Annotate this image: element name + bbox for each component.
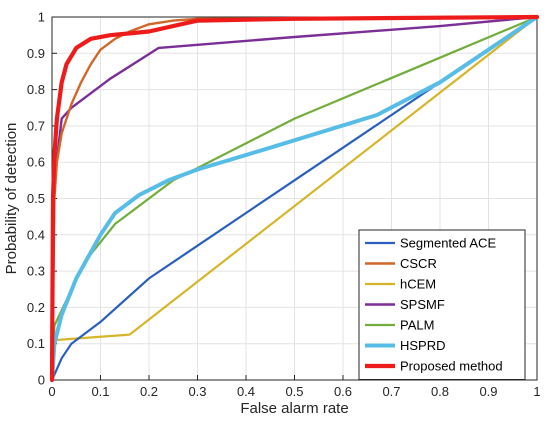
series-line-hsprd	[50, 15, 539, 382]
y-tick-label: 0.5	[27, 191, 45, 206]
x-tick-label: 0	[48, 384, 55, 399]
legend-entry: hCEM	[400, 277, 436, 292]
x-tick-label: 0.6	[334, 384, 352, 399]
y-tick-label: 0.7	[27, 118, 45, 133]
x-axis-label: False alarm rate	[240, 400, 348, 417]
x-tick-label: 1	[533, 384, 540, 399]
legend-entry: CSCR	[400, 256, 437, 271]
x-tick-label: 0.5	[285, 384, 303, 399]
series-line-proposed-method	[49, 14, 540, 383]
x-tick-label: 0.8	[431, 384, 449, 399]
legend-entry: SPSMF	[400, 297, 445, 312]
y-tick-label: 0.1	[27, 336, 45, 351]
x-tick-label: 0.9	[479, 384, 497, 399]
x-tick-label: 0.2	[140, 384, 158, 399]
series-line-palm	[50, 15, 539, 382]
legend-entry: HSPRD	[400, 338, 446, 353]
y-tick-label: 0.4	[27, 227, 45, 242]
y-tick-label: 0.3	[27, 264, 45, 279]
x-tick-label: 0.7	[382, 384, 400, 399]
y-tick-label: 0.6	[27, 155, 45, 170]
x-tick-label: 0.4	[237, 384, 255, 399]
y-tick-label: 0.8	[27, 82, 45, 97]
x-tick-label: 0.1	[91, 384, 109, 399]
y-tick-label: 0	[38, 373, 45, 388]
legend-entry: Proposed method	[400, 359, 503, 374]
y-axis-label: Probability of detection	[3, 123, 20, 275]
legend-entry: Segmented ACE	[400, 236, 496, 251]
series-line-cscr	[50, 15, 539, 382]
x-tick-label: 0.3	[188, 384, 206, 399]
y-tick-label: 0.9	[27, 46, 45, 61]
y-tick-label: 0.2	[27, 300, 45, 315]
y-tick-label: 1	[38, 10, 45, 25]
legend: Segmented ACE CSCR hCEM SPSMF PALM HSPRD Propo…	[358, 229, 526, 380]
x-axis-ticks: 0 0.1 0.2 0.3 0.4 0.5 0.6 0.7 0.8 0.9 1	[48, 375, 541, 399]
legend-entry: PALM	[400, 318, 434, 333]
series-layer	[49, 14, 540, 383]
y-axis-ticks: 0 0.1 0.2 0.3 0.4 0.5 0.6 0.7 0.8 0.9 1	[27, 10, 57, 388]
